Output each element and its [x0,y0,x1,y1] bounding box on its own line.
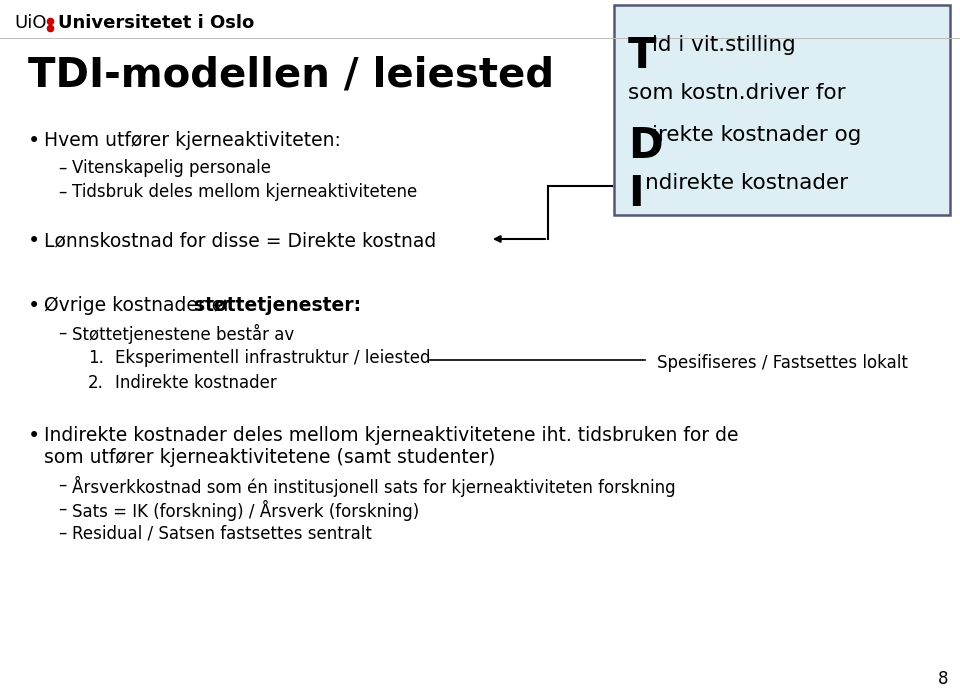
Text: •: • [28,131,40,151]
Text: Universitetet i Oslo: Universitetet i Oslo [58,14,254,32]
Text: Lønnskostnad for disse = Direkte kostnad: Lønnskostnad for disse = Direkte kostnad [44,231,436,250]
Text: Eksperimentell infrastruktur / leiested: Eksperimentell infrastruktur / leiested [115,349,430,367]
Text: 1.: 1. [88,349,104,367]
Text: –: – [58,500,66,518]
Text: –: – [58,324,66,342]
Text: •: • [28,231,40,251]
Text: –: – [58,183,66,201]
Text: Vitenskapelig personale: Vitenskapelig personale [72,159,271,177]
Text: I: I [628,173,643,215]
Text: D: D [628,125,662,167]
Bar [614,5,950,215]
Text: som kostn.driver for: som kostn.driver for [628,83,846,103]
Text: TDI-modellen / leiested: TDI-modellen / leiested [28,56,554,96]
Text: –: – [58,159,66,177]
Text: T: T [628,35,657,77]
Text: ndirekte kostnader: ndirekte kostnader [645,173,848,193]
Text: id i vit.stilling: id i vit.stilling [652,35,796,55]
Text: –: – [58,524,66,542]
Text: irekte kostnader og: irekte kostnader og [652,125,861,145]
Text: som utfører kjerneaktivitetene (samt studenter): som utfører kjerneaktivitetene (samt stu… [44,448,495,467]
Text: Støttetjenestene består av: Støttetjenestene består av [72,324,295,344]
Text: Indirekte kostnader: Indirekte kostnader [115,374,276,392]
Text: •: • [28,426,40,446]
Text: 8: 8 [938,670,948,688]
Text: Spesifiseres / Fastsettes lokalt: Spesifiseres / Fastsettes lokalt [657,354,908,372]
Text: 2.: 2. [88,374,104,392]
Text: Hvem utfører kjerneaktiviteten:: Hvem utfører kjerneaktiviteten: [44,131,341,150]
Text: Residual / Satsen fastsettes sentralt: Residual / Satsen fastsettes sentralt [72,524,372,542]
Text: Sats = IK (forskning) / Årsverk (forskning): Sats = IK (forskning) / Årsverk (forskni… [72,500,420,521]
Text: –: – [58,476,66,494]
Text: Øvrige kostnader er: Øvrige kostnader er [44,296,237,315]
Text: støttetjenester:: støttetjenester: [194,296,361,315]
Text: UiO: UiO [14,14,46,32]
Text: •: • [28,296,40,316]
Text: Årsverkkostnad som én institusjonell sats for kjerneaktiviteten forskning: Årsverkkostnad som én institusjonell sat… [72,476,676,497]
Text: Indirekte kostnader deles mellom kjerneaktivitetene iht. tidsbruken for de: Indirekte kostnader deles mellom kjernea… [44,426,738,445]
Text: Tidsbruk deles mellom kjerneaktivitetene: Tidsbruk deles mellom kjerneaktivitetene [72,183,418,201]
